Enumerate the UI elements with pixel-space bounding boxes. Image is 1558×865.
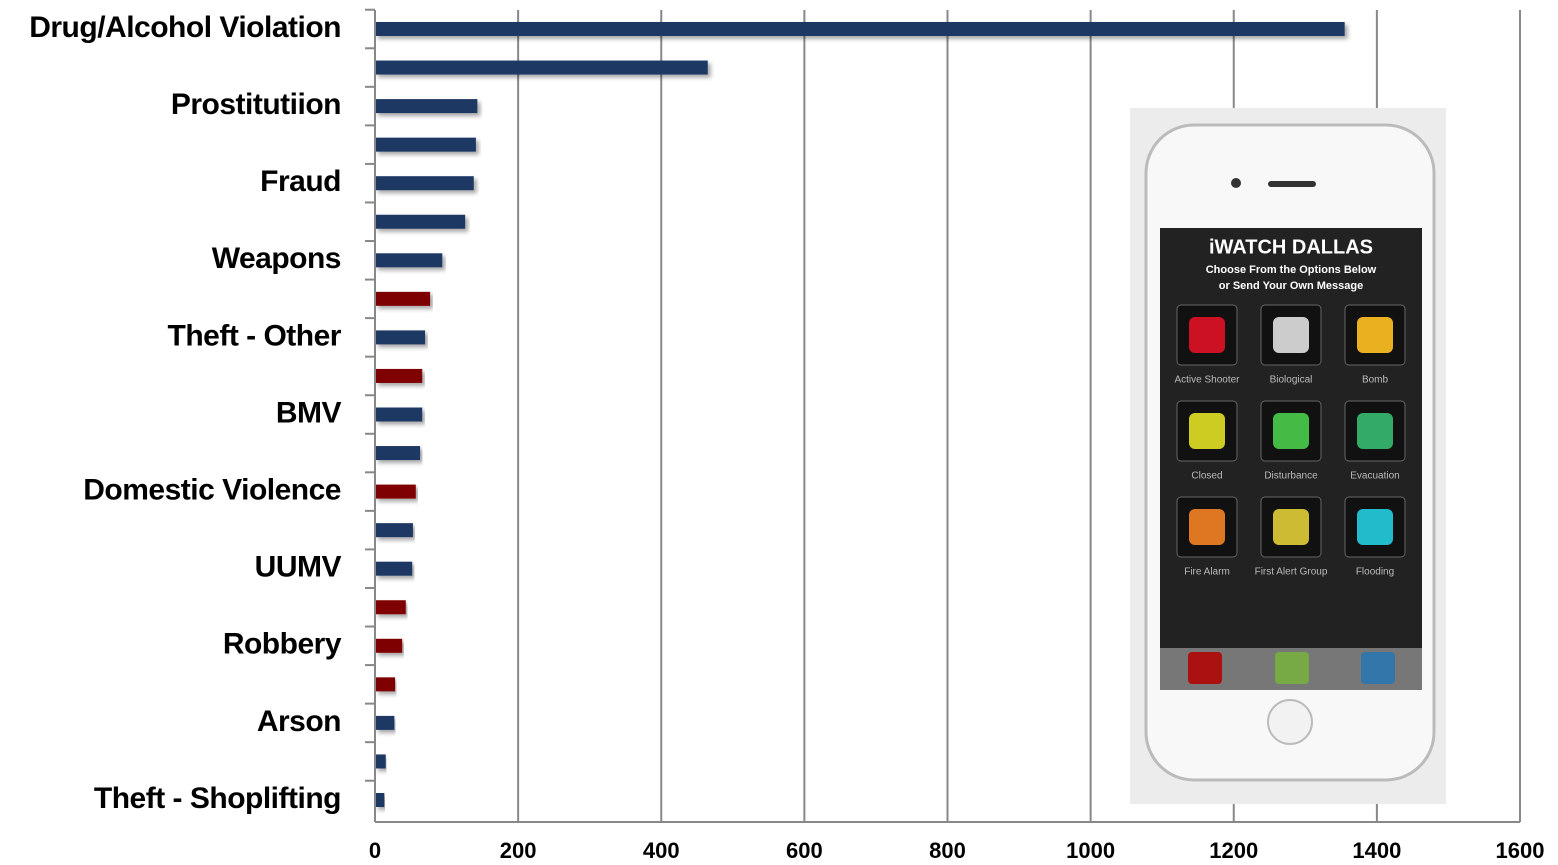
y-tick-label: Domestic Violence xyxy=(83,474,341,507)
app-icon-label: Closed xyxy=(1191,471,1222,482)
x-tick-label: 600 xyxy=(786,838,823,863)
bar xyxy=(375,793,385,807)
x-tick-label: 400 xyxy=(643,838,680,863)
bar xyxy=(375,754,386,769)
camera xyxy=(1231,178,1241,188)
bar xyxy=(375,600,406,615)
bar xyxy=(375,715,395,730)
x-tick-label: 1600 xyxy=(1496,838,1545,863)
x-tick-label: 800 xyxy=(929,838,966,863)
app-icon-glyph xyxy=(1273,317,1309,353)
bar xyxy=(375,22,1345,36)
y-tick-label: Drug/Alcohol Violation xyxy=(29,11,341,44)
phone-inset: iWATCH DALLAS Choose From the Options Be… xyxy=(1130,108,1446,804)
bar xyxy=(375,407,423,422)
y-tick-label: UUMV xyxy=(255,551,342,584)
bar xyxy=(375,484,416,499)
x-tick-label: 1000 xyxy=(1066,838,1115,863)
x-tick-label: 1200 xyxy=(1209,838,1258,863)
app-icon-glyph xyxy=(1189,509,1225,545)
app-subtitle: or Send Your Own Message xyxy=(1219,280,1363,292)
bar xyxy=(375,60,708,75)
y-tick-label: Robbery xyxy=(223,628,342,661)
bar xyxy=(375,176,474,191)
app-icon-label: Disturbance xyxy=(1264,471,1318,482)
app-icon-label: Flooding xyxy=(1356,567,1394,578)
app-title: iWATCH DALLAS xyxy=(1209,236,1373,258)
app-icon-glyph xyxy=(1189,413,1225,449)
app-icon-label: Evacuation xyxy=(1350,471,1399,482)
app-icon-label: Bomb xyxy=(1362,375,1389,386)
home-button xyxy=(1275,652,1309,684)
home-key xyxy=(1267,699,1313,745)
x-tick-label: 1400 xyxy=(1352,838,1401,863)
app-icon-glyph xyxy=(1273,509,1309,545)
app-icon-label: Fire Alarm xyxy=(1184,567,1230,578)
app-icon-label: First Alert Group xyxy=(1255,567,1328,578)
bar xyxy=(375,677,396,692)
search-button xyxy=(1188,652,1222,684)
bar xyxy=(375,368,423,383)
y-tick-label: Theft - Shoplifting xyxy=(94,782,341,815)
x-tick-label: 0 xyxy=(369,838,381,863)
y-tick-label: Prostitutiion xyxy=(171,88,341,121)
app-icon-label: Active Shooter xyxy=(1174,375,1240,386)
bar xyxy=(375,330,426,345)
app-icon-glyph xyxy=(1273,413,1309,449)
bar xyxy=(375,638,403,653)
app-icon-glyph xyxy=(1357,413,1393,449)
bar xyxy=(375,291,431,306)
bar xyxy=(375,446,421,461)
y-tick-label: Arson xyxy=(257,705,341,738)
x-tick-label: 200 xyxy=(500,838,537,863)
app-icon-label: Biological xyxy=(1270,375,1313,386)
bar xyxy=(375,137,476,152)
menu-button xyxy=(1361,652,1395,684)
bar xyxy=(375,253,443,268)
speaker xyxy=(1268,181,1316,187)
bar xyxy=(375,214,466,229)
bar xyxy=(375,523,413,538)
bar xyxy=(375,561,413,576)
y-tick-label: BMV xyxy=(276,396,342,429)
app-icon-glyph xyxy=(1357,317,1393,353)
bar xyxy=(375,99,478,114)
y-tick-label: Weapons xyxy=(212,242,341,275)
app-subtitle: Choose From the Options Below xyxy=(1206,264,1377,276)
y-tick-label: Theft - Other xyxy=(168,319,342,352)
app-icon-glyph xyxy=(1357,509,1393,545)
app-icon-glyph xyxy=(1189,317,1225,353)
y-tick-label: Fraud xyxy=(260,165,341,198)
